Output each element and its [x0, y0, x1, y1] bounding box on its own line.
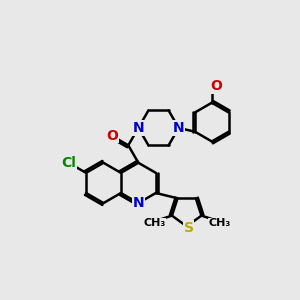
Text: N: N [173, 121, 184, 135]
Text: CH₃: CH₃ [143, 218, 166, 228]
Text: O: O [106, 129, 118, 143]
Text: N: N [133, 196, 144, 210]
Text: S: S [184, 221, 194, 235]
Text: O: O [210, 80, 222, 93]
Text: N: N [133, 121, 144, 135]
Text: Cl: Cl [61, 156, 76, 170]
Text: CH₃: CH₃ [208, 218, 231, 228]
